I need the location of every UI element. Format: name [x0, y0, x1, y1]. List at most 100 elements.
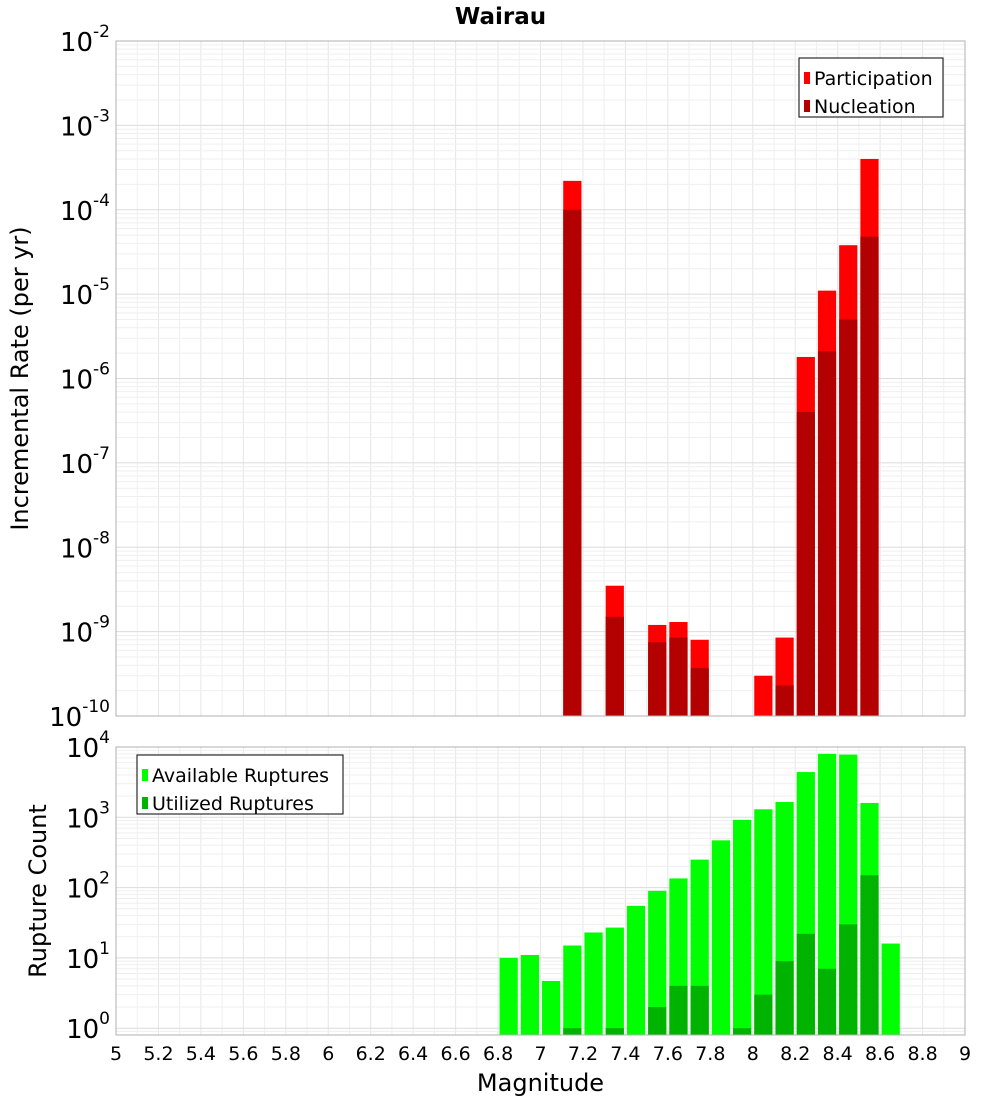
x-tick-label: 9 [959, 1043, 971, 1065]
y-tick-base: 10 [60, 366, 93, 396]
bar-primary [754, 675, 773, 716]
chart-title: Wairau [455, 4, 546, 30]
bar-primary [605, 927, 624, 1035]
x-axis-label: Magnitude [477, 1069, 604, 1097]
legend-label: Utilized Ruptures [152, 793, 314, 815]
bar-secondary [669, 637, 688, 716]
y-tick-base: 10 [60, 619, 93, 649]
bar-secondary [839, 924, 858, 1035]
y-tick-exponent: -2 [93, 22, 110, 42]
y-tick-exponent: -8 [93, 528, 110, 548]
y-tick-label: 103 [66, 798, 110, 834]
legend-label: Nucleation [814, 96, 916, 118]
y-tick-base: 10 [66, 734, 99, 764]
y-tick-label: 10-5 [60, 275, 110, 311]
bar-primary [520, 954, 539, 1035]
x-tick-label: 7 [534, 1043, 546, 1065]
bar-primary [733, 819, 752, 1035]
y-tick-label: 10-2 [60, 22, 110, 58]
legend-swatch [804, 72, 810, 84]
y-tick-base: 10 [49, 703, 82, 733]
y-tick-label: 101 [66, 939, 110, 975]
x-tick-label: 5.2 [143, 1043, 173, 1065]
y-tick-label: 10-10 [49, 697, 110, 733]
bar-secondary [648, 1007, 667, 1035]
bar-secondary [796, 933, 815, 1035]
bar-secondary [754, 994, 773, 1035]
x-tick-label: 6.2 [356, 1043, 386, 1065]
x-tick-label: 7.8 [695, 1043, 725, 1065]
bar-primary [563, 945, 582, 1035]
legend-label: Available Ruptures [152, 765, 329, 787]
y-tick-exponent: -9 [93, 613, 110, 633]
y-tick-exponent: -3 [93, 106, 110, 126]
y-tick-base: 10 [66, 875, 99, 905]
legend-swatch [142, 769, 148, 781]
y-axis-label: Incremental Rate (per yr) [6, 226, 34, 530]
y-tick-label: 10-9 [60, 613, 110, 649]
y-tick-label: 10-4 [60, 191, 110, 227]
y-tick-label: 10-6 [60, 360, 110, 396]
bar-secondary [605, 1028, 624, 1035]
x-tick-label: 6.6 [440, 1043, 470, 1065]
bar-secondary [648, 642, 667, 716]
y-tick-exponent: -10 [82, 697, 110, 717]
y-tick-label: 102 [66, 869, 110, 905]
bar-secondary [690, 985, 709, 1035]
x-tick-label: 6.8 [483, 1043, 513, 1065]
x-tick-label: 6 [322, 1043, 334, 1065]
bar-secondary [563, 1028, 582, 1035]
x-tick-label: 8.2 [780, 1043, 810, 1065]
bar-secondary [690, 668, 709, 716]
bar-secondary [796, 412, 815, 716]
x-tick-label: 7.2 [568, 1043, 598, 1065]
legend-label: Participation [814, 68, 933, 90]
y-tick-base: 10 [60, 450, 93, 480]
y-tick-exponent: 1 [99, 939, 110, 959]
bar-primary [881, 943, 900, 1035]
y-tick-label: 104 [66, 728, 110, 764]
bar-primary [648, 890, 667, 1035]
y-tick-exponent: -5 [93, 275, 110, 295]
bar-secondary [839, 319, 858, 716]
bar-primary [499, 957, 518, 1035]
bar-secondary [817, 968, 837, 1035]
x-tick-label: 6.4 [398, 1043, 428, 1065]
x-tick-label: 8.4 [823, 1043, 853, 1065]
x-tick-label: 8.8 [907, 1043, 937, 1065]
x-tick-label: 5.8 [271, 1043, 301, 1065]
y-tick-exponent: 0 [99, 1009, 110, 1029]
y-tick-exponent: 2 [99, 869, 110, 889]
x-tick-label: 7.6 [653, 1043, 683, 1065]
bar-primary [584, 932, 603, 1035]
y-tick-exponent: 3 [99, 798, 110, 818]
legend-box [136, 754, 344, 815]
y-tick-base: 10 [60, 28, 93, 58]
bar-primary [817, 753, 837, 1035]
y-tick-base: 10 [66, 804, 99, 834]
y-axis-label: Rupture Count [24, 804, 52, 978]
y-tick-base: 10 [66, 1015, 99, 1045]
bar-secondary [563, 209, 582, 716]
bar-secondary [860, 875, 879, 1035]
bar-secondary [669, 985, 688, 1035]
y-tick-base: 10 [60, 197, 93, 227]
legend-swatch [142, 797, 148, 809]
bar-primary [542, 980, 561, 1035]
bar-secondary [775, 961, 794, 1035]
y-tick-exponent: 4 [99, 728, 110, 748]
bar-secondary [605, 616, 624, 716]
x-tick-label: 8.6 [865, 1043, 895, 1065]
y-tick-base: 10 [60, 534, 93, 564]
x-tick-label: 8 [747, 1043, 759, 1065]
x-tick-label: 5 [110, 1043, 122, 1065]
y-tick-label: 10-8 [60, 528, 110, 564]
y-tick-exponent: -4 [93, 191, 110, 211]
x-tick-label: 5.6 [228, 1043, 258, 1065]
bar-primary [711, 840, 731, 1035]
legend-box [798, 57, 944, 118]
y-tick-label: 10-7 [60, 444, 110, 480]
